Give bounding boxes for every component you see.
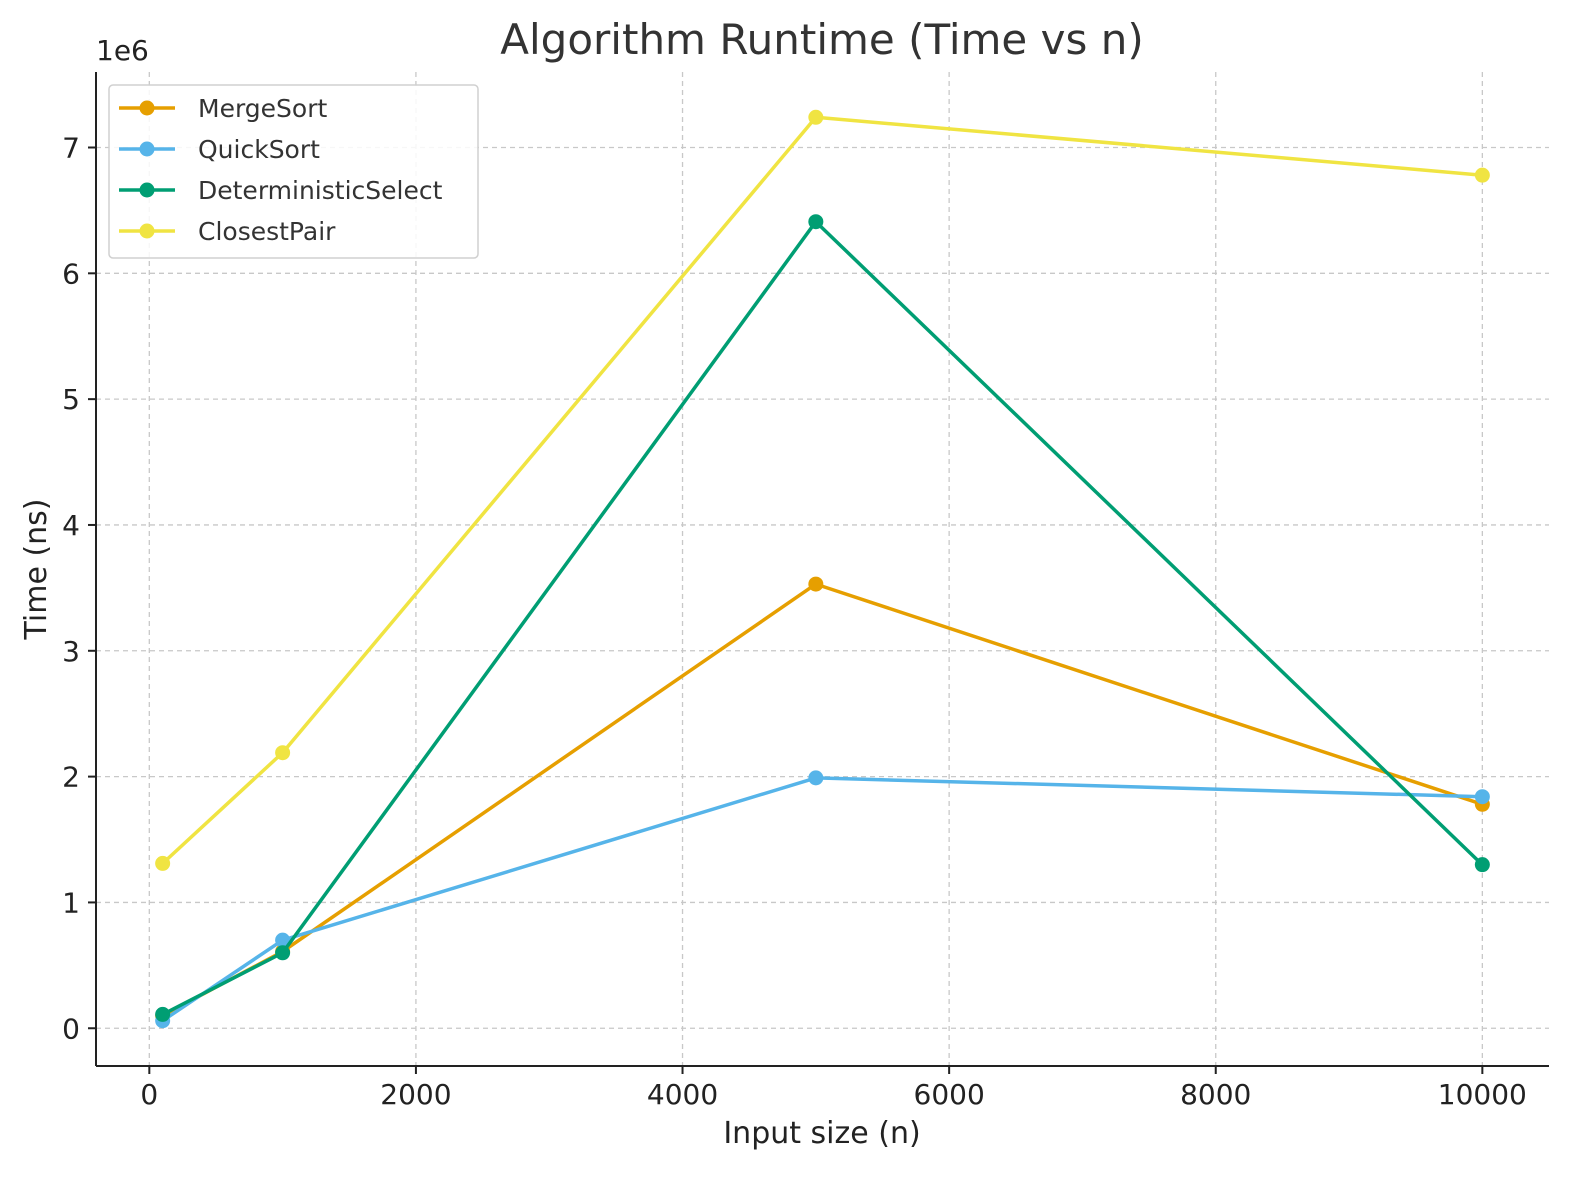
series-deterministicselect bbox=[155, 214, 1490, 1022]
y-tick-label: 7 bbox=[62, 131, 80, 164]
series-line-deterministicselect bbox=[161, 219, 1484, 1016]
data-point-closestpair bbox=[1474, 167, 1490, 183]
x-tick-label: 0 bbox=[140, 1078, 158, 1111]
y-tick-label: 1 bbox=[62, 886, 80, 919]
data-point-deterministicselect bbox=[275, 945, 291, 961]
legend-label-mergesort: MergeSort bbox=[198, 94, 327, 123]
y-tick-label: 6 bbox=[62, 257, 80, 290]
data-point-deterministicselect bbox=[1474, 857, 1490, 873]
legend-label-closestpair: ClosestPair bbox=[198, 217, 336, 246]
grid bbox=[96, 72, 1549, 1066]
data-point-deterministicselect bbox=[155, 1006, 171, 1022]
y-tick-label: 2 bbox=[62, 761, 80, 794]
data-point-closestpair bbox=[155, 855, 171, 871]
series-line-mergesort bbox=[161, 582, 1483, 1018]
legend-marker-closestpair bbox=[139, 223, 155, 239]
axes bbox=[95, 72, 1549, 1067]
legend-item-deterministicselect: DeterministicSelect bbox=[119, 176, 443, 205]
series-lines bbox=[155, 109, 1490, 1029]
y-tick-label: 5 bbox=[62, 383, 80, 416]
data-point-deterministicselect bbox=[808, 214, 824, 230]
y-tick-label: 4 bbox=[62, 509, 80, 542]
series-line-quicksort bbox=[161, 776, 1483, 1023]
x-tick-label: 2000 bbox=[380, 1078, 451, 1111]
legend-item-closestpair: ClosestPair bbox=[119, 217, 336, 246]
data-point-quicksort bbox=[808, 770, 824, 786]
y-axis-offset-label: 1e6 bbox=[96, 34, 149, 67]
series-mergesort bbox=[155, 576, 1490, 1024]
y-axis-ticks: 0 1 2 3 4 5 6 7 bbox=[62, 131, 96, 1045]
x-axis-ticks: 0 2000 4000 6000 8000 10000 bbox=[140, 1066, 1527, 1111]
legend-item-mergesort: MergeSort bbox=[119, 94, 327, 123]
y-tick-label: 3 bbox=[62, 635, 80, 668]
data-point-closestpair bbox=[275, 745, 291, 761]
x-tick-label: 8000 bbox=[1180, 1078, 1251, 1111]
series-closestpair bbox=[155, 109, 1490, 871]
y-axis-label: Time (ns) bbox=[19, 498, 54, 640]
legend-frame bbox=[108, 84, 479, 259]
legend-marker-quicksort bbox=[139, 141, 155, 157]
legend-marker-mergesort bbox=[139, 100, 155, 116]
data-point-quicksort bbox=[1474, 789, 1490, 805]
chart-title: Algorithm Runtime (Time vs n) bbox=[500, 15, 1143, 64]
series-line-closestpair bbox=[161, 115, 1483, 865]
legend-marker-deterministicselect bbox=[139, 182, 155, 198]
legend-label-quicksort: QuickSort bbox=[198, 135, 320, 164]
y-tick-label: 0 bbox=[62, 1012, 80, 1045]
legend-label-deterministicselect: DeterministicSelect bbox=[198, 176, 443, 205]
data-point-quicksort bbox=[275, 932, 291, 948]
data-point-mergesort bbox=[808, 576, 824, 592]
legend: MergeSort QuickSort DeterministicSelect … bbox=[108, 84, 479, 259]
x-tick-label: 10000 bbox=[1438, 1078, 1527, 1111]
x-tick-label: 4000 bbox=[647, 1078, 718, 1111]
x-axis-label: Input size (n) bbox=[723, 1116, 920, 1151]
data-point-closestpair bbox=[808, 109, 824, 125]
legend-item-quicksort: QuickSort bbox=[119, 135, 320, 164]
x-tick-label: 6000 bbox=[914, 1078, 985, 1111]
